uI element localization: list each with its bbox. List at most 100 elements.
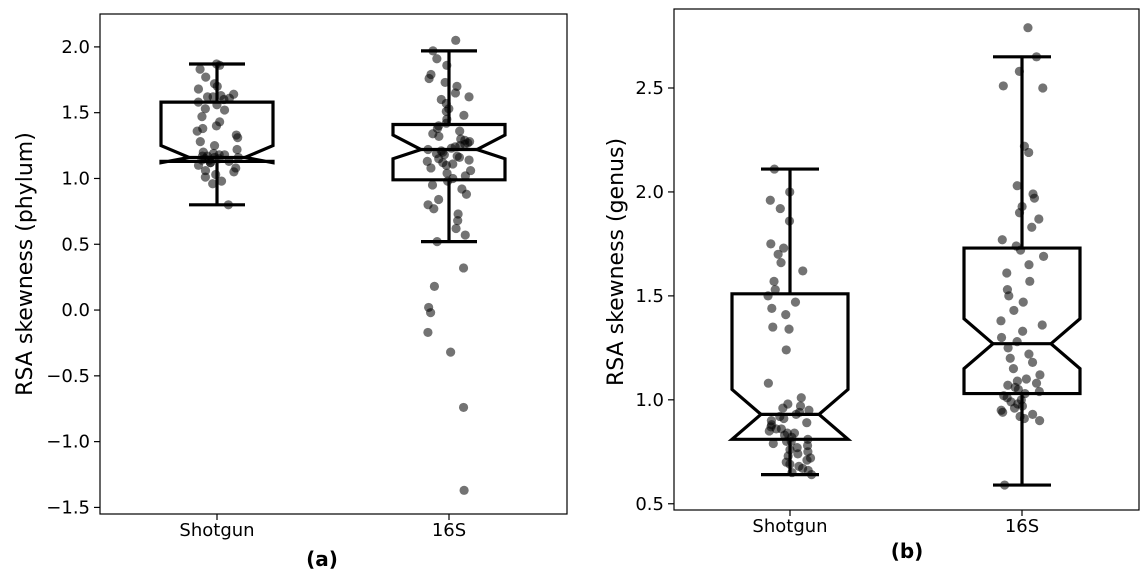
data-point (425, 308, 436, 318)
data-point (1038, 83, 1048, 93)
data-point (1028, 409, 1038, 419)
y-axis-label: RSA skewness (genus) (604, 138, 629, 386)
data-point (459, 110, 469, 120)
data-point (193, 160, 204, 170)
y-tick-label: −1.5 (46, 497, 90, 518)
box-outline (391, 122, 507, 182)
data-point (1031, 378, 1042, 388)
data-point (790, 297, 801, 307)
data-point (1037, 320, 1047, 330)
data-point (1027, 357, 1038, 368)
data-point (442, 60, 452, 70)
data-point (212, 81, 222, 91)
data-point (996, 332, 1007, 343)
y-tick-label: −1.0 (46, 432, 90, 453)
y-tick-label: 2.0 (635, 182, 664, 203)
data-point (765, 195, 775, 205)
data-point (1031, 52, 1042, 62)
data-point (424, 73, 434, 84)
data-point (201, 72, 211, 82)
data-point (460, 230, 470, 240)
data-point (1025, 276, 1035, 286)
data-point (219, 94, 229, 105)
y-axis-label: RSA skewness (phylum) (13, 132, 38, 396)
data-point (1023, 23, 1033, 33)
data-point (1018, 297, 1028, 307)
data-point (428, 46, 438, 56)
data-point (763, 378, 773, 388)
panel-1: −1.5 −1.0 −0.5 0.0 0.5 1.0 1.5 2.0 Shotgun 16S RSA… (13, 13, 568, 571)
data-point (200, 165, 211, 176)
data-point (229, 167, 239, 177)
data-point (766, 239, 776, 249)
data-point (764, 426, 774, 436)
data-point (779, 413, 789, 424)
y-tick-label: 0.5 (61, 234, 90, 255)
data-point (1013, 384, 1023, 395)
data-point (781, 309, 791, 320)
points-shotgun (192, 59, 243, 210)
data-point (423, 327, 433, 338)
data-point (785, 187, 795, 197)
plot-frame (99, 13, 568, 515)
data-point (233, 133, 243, 143)
y-tick-label: 1.5 (635, 286, 664, 307)
data-point (1038, 251, 1049, 261)
data-point (763, 291, 773, 301)
data-point (1009, 403, 1020, 413)
data-point (208, 179, 218, 189)
data-point (209, 140, 220, 151)
data-point (455, 126, 465, 136)
data-point (778, 403, 788, 413)
y-tick-label: 0.5 (635, 494, 664, 515)
data-point (193, 84, 204, 94)
data-point (784, 216, 795, 226)
data-point (451, 35, 461, 45)
data-point (224, 156, 234, 166)
data-point (1024, 260, 1034, 270)
data-point (787, 467, 797, 478)
data-point (773, 249, 783, 259)
data-point (1004, 291, 1014, 301)
data-point (464, 155, 474, 165)
x-tick-label: 16S (432, 520, 466, 541)
data-point (1018, 326, 1028, 336)
data-point (1012, 181, 1022, 191)
box-outline (962, 246, 1082, 396)
data-point (1035, 416, 1045, 426)
data-point (767, 303, 777, 313)
data-point (768, 438, 778, 449)
data-point (223, 200, 233, 210)
data-point (440, 77, 450, 88)
x-tick-label: 16S (1005, 516, 1039, 537)
data-point (453, 209, 463, 219)
data-point (197, 112, 207, 122)
x-tick-label: Shotgun (752, 516, 827, 537)
data-point (200, 104, 210, 114)
data-point (423, 144, 433, 155)
data-point (1014, 208, 1025, 218)
data-point (205, 158, 216, 168)
data-point (1034, 214, 1044, 224)
data-point (998, 81, 1008, 91)
data-point (458, 263, 469, 273)
data-point (429, 204, 439, 214)
y-tick-label: 0.0 (61, 300, 90, 321)
data-point (1027, 222, 1037, 232)
data-point (441, 118, 451, 128)
data-point (779, 243, 789, 253)
y-tick-label: 1.0 (635, 390, 664, 411)
box-outline (159, 100, 275, 165)
data-point (429, 281, 440, 291)
data-point (1035, 370, 1045, 380)
panel-label: (a) (306, 547, 338, 571)
data-point (426, 163, 436, 173)
data-point (233, 152, 243, 163)
data-point (1012, 337, 1022, 347)
data-point (806, 470, 817, 480)
data-point (1024, 147, 1034, 158)
data-point (1034, 386, 1044, 397)
data-point (434, 131, 444, 141)
points-16s (996, 23, 1049, 490)
data-point (776, 258, 786, 268)
